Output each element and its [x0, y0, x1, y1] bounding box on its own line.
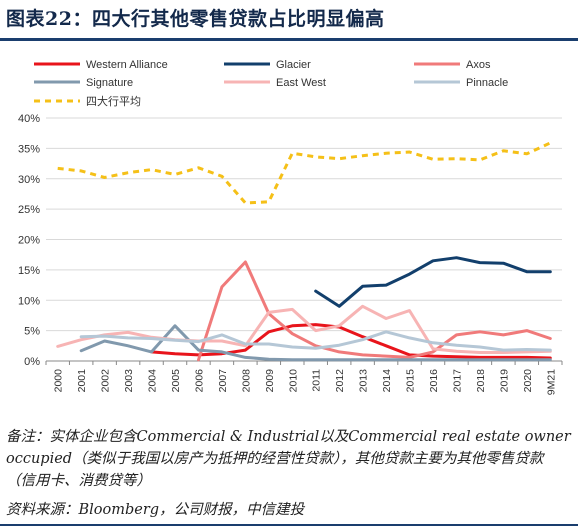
y-tick-label: 35% — [18, 143, 40, 155]
legend-label: Pinnacle — [466, 77, 508, 89]
x-tick-label: 2005 — [170, 369, 182, 393]
y-tick-label: 10% — [18, 295, 40, 307]
bottom-divider — [0, 524, 578, 526]
x-tick-label: 2011 — [311, 369, 323, 392]
series-line-2 — [197, 260, 552, 362]
series-line-0 — [150, 323, 552, 360]
x-tick-label: 2017 — [451, 369, 463, 393]
legend-label: 四大行平均 — [86, 94, 141, 108]
x-tick-label: 2019 — [498, 369, 510, 393]
x-tick-label: 2014 — [381, 369, 393, 393]
x-tick-label: 2002 — [100, 369, 112, 393]
x-tick-label: 2003 — [123, 369, 135, 393]
x-tick-label: 2020 — [522, 369, 534, 393]
series-line-1 — [314, 256, 552, 308]
y-tick-label: 25% — [18, 204, 40, 216]
y-tick-label: 20% — [18, 235, 40, 247]
series-line-6 — [57, 141, 551, 205]
x-tick-label: 2016 — [428, 369, 440, 393]
x-tick-label: 2015 — [405, 369, 417, 393]
x-tick-label: 2001 — [76, 369, 88, 393]
legend-label: Axos — [466, 59, 491, 71]
y-tick-label: 40% — [18, 113, 40, 125]
y-tick-label: 0% — [24, 356, 40, 368]
series-line-5 — [79, 330, 552, 352]
y-tick-label: 30% — [18, 174, 40, 186]
legend-label: Western Alliance — [86, 59, 168, 71]
title-divider — [0, 38, 578, 41]
x-tick-label: 2013 — [358, 369, 370, 393]
series-line-3 — [79, 324, 552, 362]
legend-label: Glacier — [276, 59, 311, 71]
x-tick-label: 2009 — [264, 369, 276, 393]
legend-label: East West — [276, 77, 326, 89]
y-tick-label: 15% — [18, 265, 40, 277]
x-tick-label: 2006 — [193, 369, 205, 393]
line-chart: 0% 5% 10% 15% 20% 25% 30% 35% 40% 2000 2001 2002 200… — [18, 59, 563, 395]
x-tick-label: 2010 — [287, 369, 299, 393]
chart-source: 资料来源：Bloomberg，公司财报，中信建投 — [6, 502, 305, 518]
legend-label: Signature — [86, 77, 133, 89]
chart-title: 图表22：四大行其他零售贷款占比明显偏高 — [6, 8, 385, 30]
x-tick-label: 2004 — [147, 369, 159, 393]
series-line-4 — [56, 304, 552, 354]
x-tick-label: 2007 — [217, 369, 229, 393]
chart-note: 备注：实体企业包含Commercial & Industrial以及Commer… — [6, 429, 571, 489]
y-tick-label: 5% — [24, 326, 40, 338]
x-tick-label: 2000 — [53, 369, 65, 393]
x-tick-label: 2018 — [475, 369, 487, 393]
x-tick-label: 9M21 — [545, 369, 557, 395]
x-tick-label: 2012 — [334, 369, 346, 393]
x-tick-label: 2008 — [240, 369, 252, 393]
